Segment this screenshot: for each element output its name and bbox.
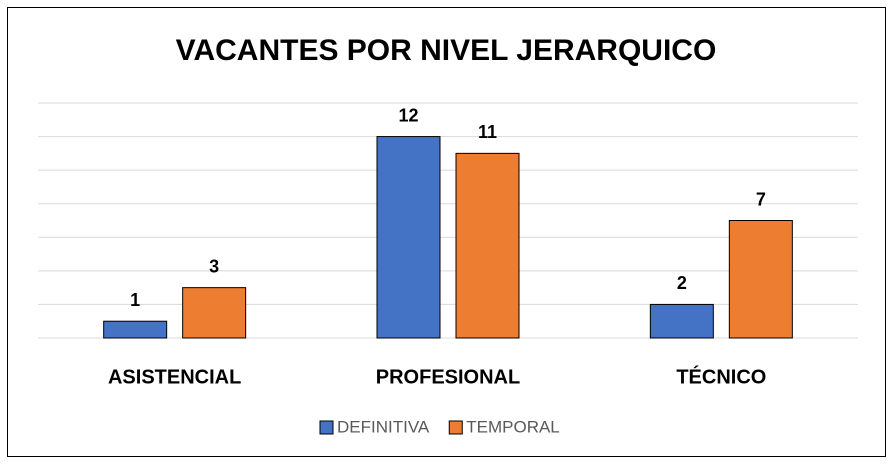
data-label: 12 <box>398 105 418 125</box>
data-label: 2 <box>677 273 687 293</box>
bar <box>728 220 793 339</box>
data-label: 3 <box>209 256 219 276</box>
data-label: 7 <box>756 189 766 209</box>
bar <box>376 136 441 339</box>
bar <box>182 287 247 339</box>
bar <box>649 303 714 339</box>
x-tick-label: PROFESIONAL <box>376 366 520 388</box>
chart-title: VACANTES POR NIVEL JERARQUICO <box>176 34 717 67</box>
bar <box>103 320 168 339</box>
legend-label: TEMPORAL <box>466 417 560 436</box>
data-label: 11 <box>478 122 497 142</box>
legend-label: DEFINITIVA <box>337 417 430 436</box>
data-label: 1 <box>130 290 140 310</box>
bar <box>455 152 520 339</box>
x-tick-label: ASISTENCIAL <box>108 366 241 388</box>
legend-swatch <box>448 420 463 435</box>
legend-swatch <box>319 420 334 435</box>
x-tick-label: TÉCNICO <box>676 365 766 388</box>
